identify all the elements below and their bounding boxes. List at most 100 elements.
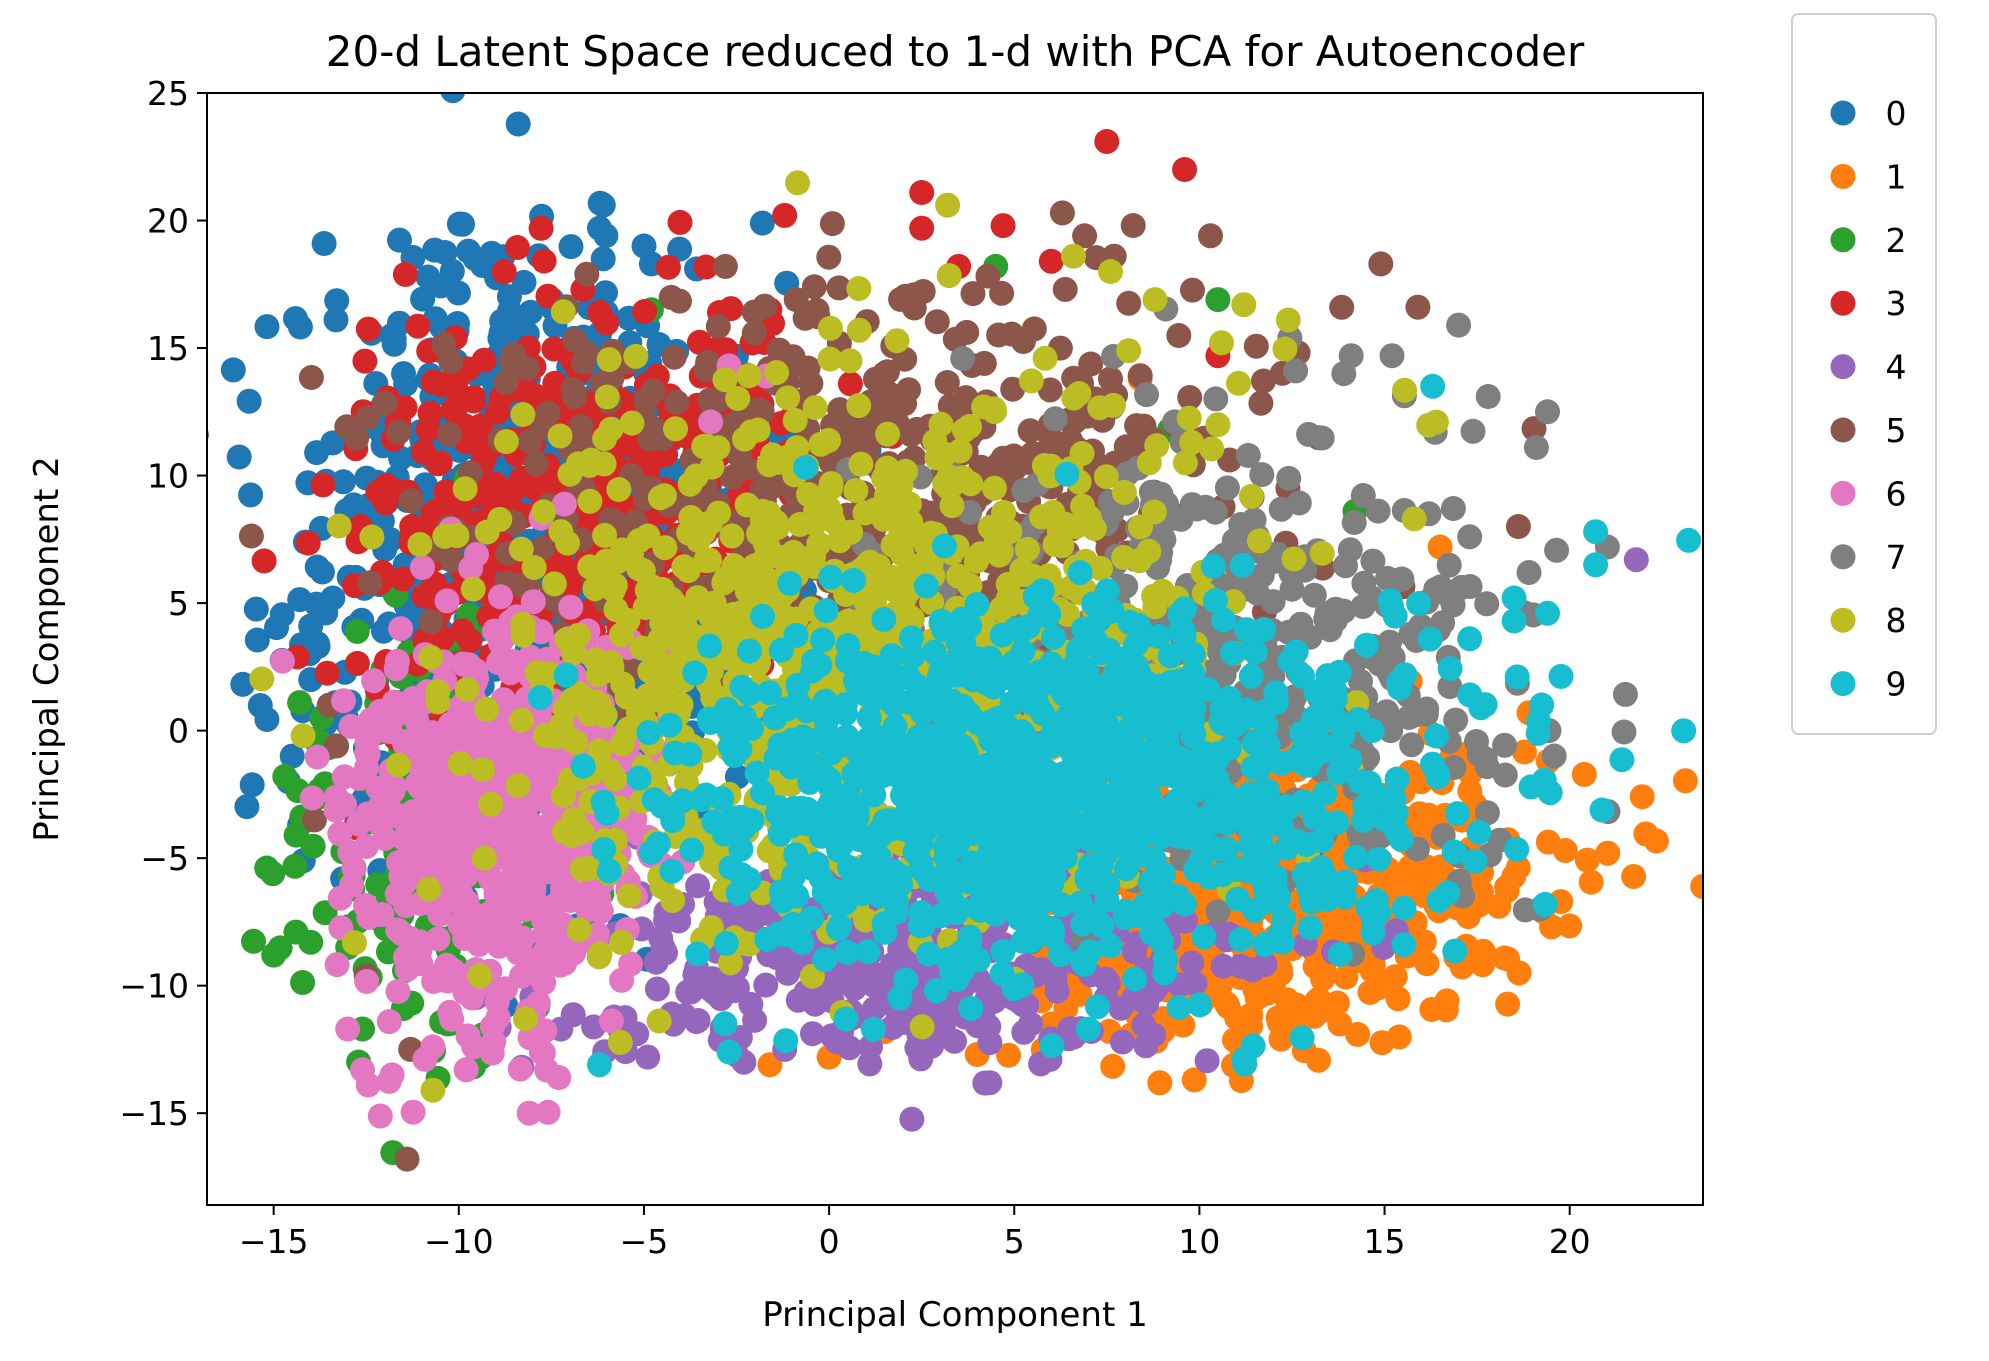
data-point [1437, 674, 1463, 700]
data-point [695, 349, 721, 375]
data-point [667, 236, 693, 262]
data-point [785, 170, 811, 196]
data-point [942, 1028, 967, 1054]
data-point [705, 435, 731, 461]
data-point [565, 451, 591, 477]
data-point [1494, 874, 1520, 900]
data-point [1365, 498, 1391, 524]
data-point [848, 451, 874, 477]
data-point [800, 1021, 825, 1047]
data-point [1205, 412, 1231, 438]
data-point [1251, 368, 1276, 394]
data-point [437, 999, 463, 1025]
data-point [1116, 290, 1142, 316]
data-point [697, 603, 723, 629]
data-point [341, 855, 367, 881]
data-point [346, 766, 372, 791]
data-point [560, 1002, 586, 1028]
data-point [816, 427, 841, 453]
data-point [425, 679, 451, 705]
data-point [764, 360, 790, 386]
data-point [693, 254, 719, 280]
data-point [899, 1106, 925, 1132]
data-point [577, 701, 603, 727]
data-point [1238, 483, 1264, 509]
data-point [880, 482, 905, 508]
data-point [511, 269, 537, 295]
data-point [323, 784, 349, 810]
data-point [330, 469, 356, 495]
data-point [1366, 975, 1391, 1001]
data-point [1177, 385, 1203, 410]
data-point [508, 883, 534, 909]
data-point [324, 288, 350, 314]
data-point [594, 384, 620, 410]
data-point [607, 1029, 633, 1055]
data-point [1133, 1033, 1159, 1059]
data-point [1279, 576, 1305, 602]
data-point [324, 733, 350, 759]
data-point [1276, 465, 1302, 491]
data-point [1505, 855, 1531, 881]
data-point [367, 1103, 393, 1129]
data-point [996, 1042, 1022, 1068]
data-point [806, 531, 832, 557]
data-point [846, 317, 872, 343]
data-point [357, 570, 383, 596]
data-point [398, 488, 424, 514]
data-point [416, 838, 442, 864]
data-point [1138, 479, 1164, 505]
data-point [471, 347, 497, 373]
data-point [741, 320, 767, 346]
data-point [442, 886, 468, 912]
data-point [982, 399, 1008, 425]
data-point [734, 578, 760, 604]
data-point [1111, 479, 1137, 505]
data-point [1166, 323, 1192, 348]
data-point [1181, 1067, 1207, 1093]
data-point [562, 384, 587, 410]
data-point [1210, 953, 1236, 979]
data-point [1329, 294, 1355, 320]
data-point [1028, 1051, 1054, 1077]
data-point [977, 1070, 1003, 1096]
data-point [780, 539, 806, 565]
data-point [1331, 361, 1357, 387]
data-point [548, 519, 574, 545]
data-point [610, 537, 635, 563]
data-point [1313, 606, 1339, 632]
data-point [335, 1016, 361, 1042]
data-point [314, 660, 340, 686]
data-point [254, 855, 280, 881]
data-point [338, 713, 364, 739]
data-point [520, 589, 546, 615]
data-point [942, 326, 968, 352]
data-point [422, 237, 448, 263]
data-point [304, 440, 330, 466]
data-point [510, 611, 536, 637]
data-point [541, 571, 567, 597]
data-point [738, 419, 764, 445]
data-point [1248, 390, 1274, 416]
data-point [484, 399, 510, 425]
data-point [386, 419, 412, 445]
data-point [958, 471, 984, 497]
data-point [1623, 547, 1649, 573]
data-point [1078, 351, 1104, 377]
data-point [487, 506, 513, 532]
data-point [1126, 548, 1152, 574]
data-point [1061, 385, 1087, 411]
data-point [1341, 510, 1367, 535]
data-point [646, 1008, 672, 1034]
data-point [346, 811, 372, 837]
data-point [1192, 494, 1218, 520]
data-point [355, 405, 381, 431]
data-point [801, 274, 827, 300]
data-point [619, 410, 645, 436]
data-point [505, 940, 531, 966]
data-point [893, 501, 919, 527]
data-point [1474, 800, 1500, 826]
data-point [960, 281, 986, 307]
data-point [1272, 336, 1298, 362]
data-point [272, 764, 298, 789]
